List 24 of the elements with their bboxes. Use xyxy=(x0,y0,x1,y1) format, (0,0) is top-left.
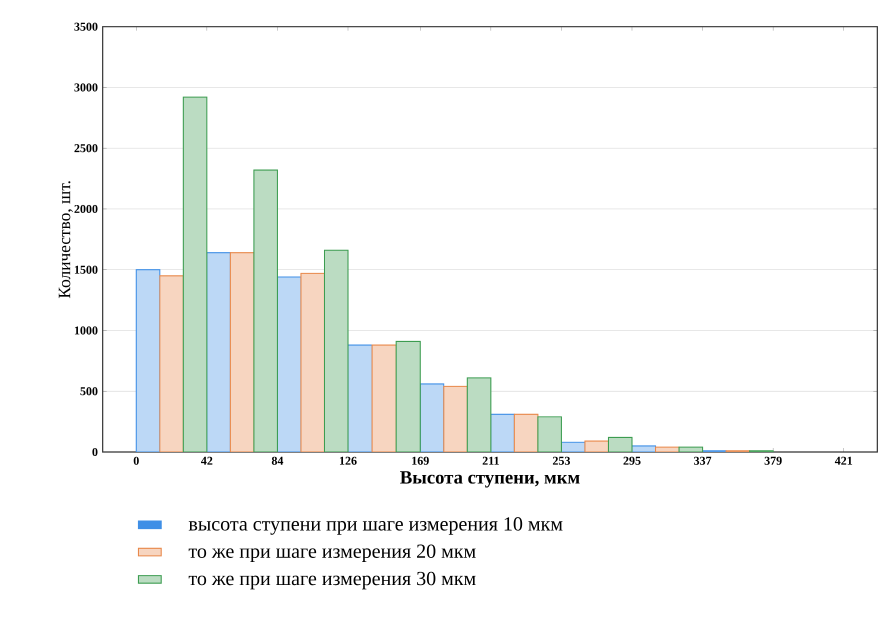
x-tick-label: 0 xyxy=(134,456,139,465)
legend-label: то же при шаге измерения 30 мкм xyxy=(188,572,476,590)
x-tick-label: 42 xyxy=(201,456,212,465)
y-tick-label: 2500 xyxy=(74,144,98,152)
x-tick-label: 253 xyxy=(552,456,570,465)
x-tick-label: 379 xyxy=(764,456,782,465)
x-tick-label: 84 xyxy=(272,456,284,465)
x-tick-label: 211 xyxy=(482,456,499,465)
x-tick-label: 295 xyxy=(624,456,641,465)
y-tick-label: 2000 xyxy=(74,204,98,214)
x-tick-label: 421 xyxy=(834,456,852,465)
y-tick-label: 0 xyxy=(92,448,98,456)
x-tick-label: 169 xyxy=(412,456,429,465)
x-axis-title: Высота ступени, мкм xyxy=(400,471,580,488)
x-tick-label: 126 xyxy=(340,456,357,465)
y-tick-label: 3500 xyxy=(74,22,98,31)
y-axis-title: Количество, шт. xyxy=(58,181,73,298)
y-tick-label: 3000 xyxy=(74,83,98,92)
legend-label: высота ступени при шаге измерения 10 мкм xyxy=(188,517,562,535)
y-tick-label: 1500 xyxy=(74,266,98,274)
legend-label: то же при шаге измерения 20 мкм xyxy=(188,544,476,562)
x-tick-label: 337 xyxy=(694,456,712,465)
y-tick-label: 1000 xyxy=(74,326,98,335)
y-tick-label: 500 xyxy=(80,387,98,396)
